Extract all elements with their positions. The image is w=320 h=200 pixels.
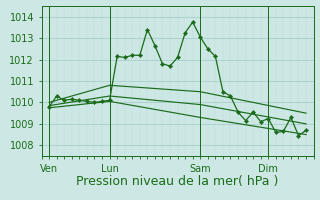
X-axis label: Pression niveau de la mer( hPa ): Pression niveau de la mer( hPa ) [76,175,279,188]
